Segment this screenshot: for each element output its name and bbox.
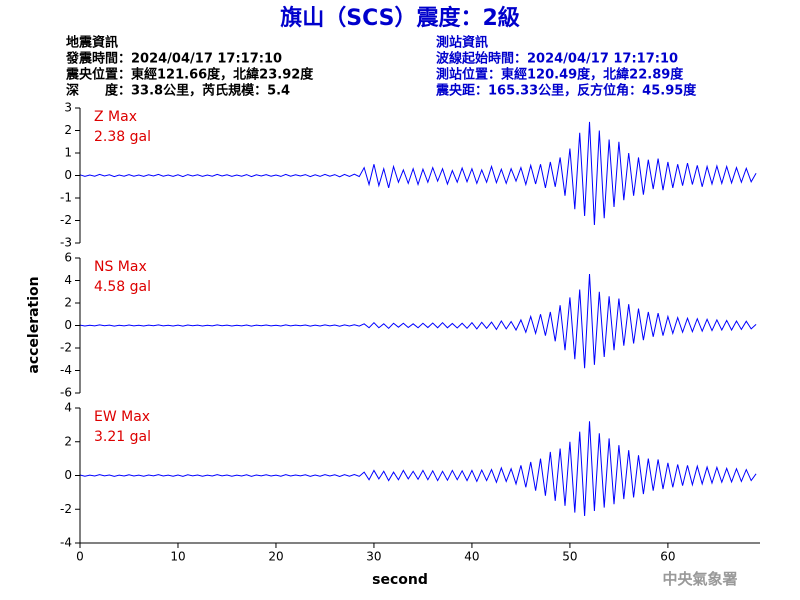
y-tick-label: 0 xyxy=(64,468,72,482)
y-tick-label: 4 xyxy=(64,273,72,287)
info-line: 深 度：33.8公里，芮氏規模：5.4 xyxy=(66,83,290,99)
info-line: 波線起始時間：2024/04/17 17:17:10 xyxy=(436,51,678,67)
y-tick-label: 6 xyxy=(64,251,72,265)
y-tick-label: 2 xyxy=(64,123,72,137)
x-axis-label: second xyxy=(372,572,428,588)
max-label: 2.38 gal xyxy=(94,129,151,145)
component-label: NS Max xyxy=(94,259,147,275)
y-axis-label: acceleration xyxy=(26,276,42,373)
x-tick-label: 50 xyxy=(562,550,577,564)
y-tick-label: 3 xyxy=(64,101,72,115)
y-tick-label: -4 xyxy=(60,536,72,550)
y-tick-label: 2 xyxy=(64,296,72,310)
info-line: 測站資訊 xyxy=(436,35,488,51)
chart-title: 旗山（SCS）震度：2級 xyxy=(280,5,520,31)
y-tick-label: 4 xyxy=(64,401,72,415)
waveform xyxy=(79,121,757,226)
y-tick-label: -4 xyxy=(60,363,72,377)
y-tick-label: -1 xyxy=(60,191,72,205)
waveform xyxy=(79,273,757,369)
y-tick-label: -2 xyxy=(60,341,72,355)
x-tick-label: 40 xyxy=(464,550,479,564)
y-tick-label: -2 xyxy=(60,213,72,227)
y-tick-label: 0 xyxy=(64,318,72,332)
info-line: 震央位置：東經121.66度，北緯23.92度 xyxy=(65,67,314,83)
agency-watermark: 中央氣象署 xyxy=(662,570,737,588)
y-tick-label: 1 xyxy=(64,146,72,160)
y-tick-label: 0 xyxy=(64,168,72,182)
y-tick-label: -6 xyxy=(60,386,72,400)
waveform xyxy=(79,421,757,517)
y-tick-label: 2 xyxy=(64,434,72,448)
info-line: 發震時間：2024/04/17 17:17:10 xyxy=(65,51,282,67)
x-tick-label: 0 xyxy=(76,550,84,564)
info-line: 震央距：165.33公里，反方位角：45.95度 xyxy=(435,83,697,99)
y-tick-label: -3 xyxy=(60,236,72,250)
info-line: 測站位置：東經120.49度，北緯22.89度 xyxy=(436,67,684,83)
max-label: 4.58 gal xyxy=(94,279,151,295)
component-label: EW Max xyxy=(94,409,150,425)
x-tick-label: 10 xyxy=(170,550,185,564)
x-tick-label: 20 xyxy=(268,550,283,564)
x-tick-label: 60 xyxy=(660,550,675,564)
info-line: 地震資訊 xyxy=(66,35,118,51)
y-tick-label: -2 xyxy=(60,502,72,516)
max-label: 3.21 gal xyxy=(94,429,151,445)
component-label: Z Max xyxy=(94,109,137,125)
x-tick-label: 30 xyxy=(366,550,381,564)
